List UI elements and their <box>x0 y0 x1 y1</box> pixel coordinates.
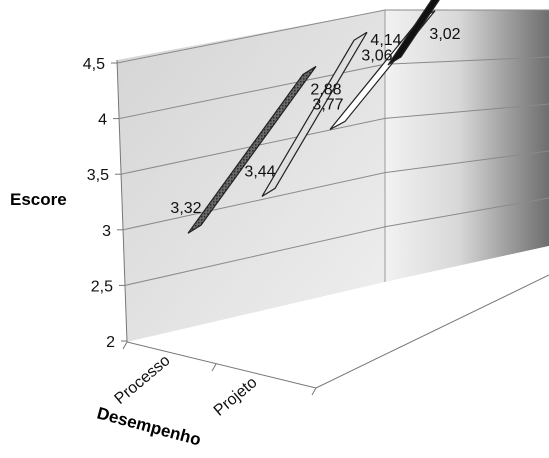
gridline <box>122 172 386 231</box>
y-tick-label: 2 <box>106 334 115 351</box>
data-label: 3,32 <box>170 200 201 217</box>
data-labels: 3,322,883,443,063,773,024,143,77 <box>170 26 460 217</box>
gridline-side <box>384 56 549 65</box>
data-label: 2,88 <box>310 81 341 98</box>
gridline-side <box>384 197 549 228</box>
chart-walls <box>117 10 549 388</box>
data-label: 3,77 <box>312 96 343 113</box>
y-tick-label: 4 <box>98 112 107 129</box>
y-axis-title: Escore <box>10 190 67 209</box>
gridline <box>124 226 386 286</box>
gridline <box>116 9 386 64</box>
series-ribbon <box>387 0 440 66</box>
data-label: 3,02 <box>429 26 460 43</box>
data-label: 4,14 <box>370 32 401 49</box>
x-tick-label: Processo <box>112 352 174 408</box>
y-tick-label: 3 <box>102 223 111 240</box>
back-wall <box>117 10 385 342</box>
series-ribbon <box>187 65 317 234</box>
y-axis-ticks: 2 2,5 3 3,5 4 4,5 <box>83 56 127 351</box>
x-axis-line <box>126 341 317 389</box>
gridline-side <box>384 150 549 174</box>
x-tick-mark <box>211 363 217 372</box>
x-tick-label: Projeto <box>211 374 261 420</box>
side-wall <box>385 10 549 282</box>
floor-right-edge <box>315 274 549 389</box>
series-ribbon <box>261 31 368 197</box>
x-tick-mark <box>311 387 317 396</box>
axes <box>116 59 549 389</box>
x-tick-mark <box>122 341 128 350</box>
y-tick-label: 2,5 <box>91 278 113 295</box>
gridlines <box>116 9 549 286</box>
y-tick-label: 3,5 <box>87 167 109 184</box>
y-axis-line <box>116 59 128 343</box>
y-tick-label: 4,5 <box>83 56 105 73</box>
gridline-side <box>384 103 549 119</box>
data-label: 3,44 <box>244 163 275 180</box>
data-label: 3,06 <box>361 47 392 64</box>
floor <box>127 246 549 388</box>
x-axis-title: Desempenho <box>95 404 203 450</box>
series-ribbons <box>187 0 440 234</box>
